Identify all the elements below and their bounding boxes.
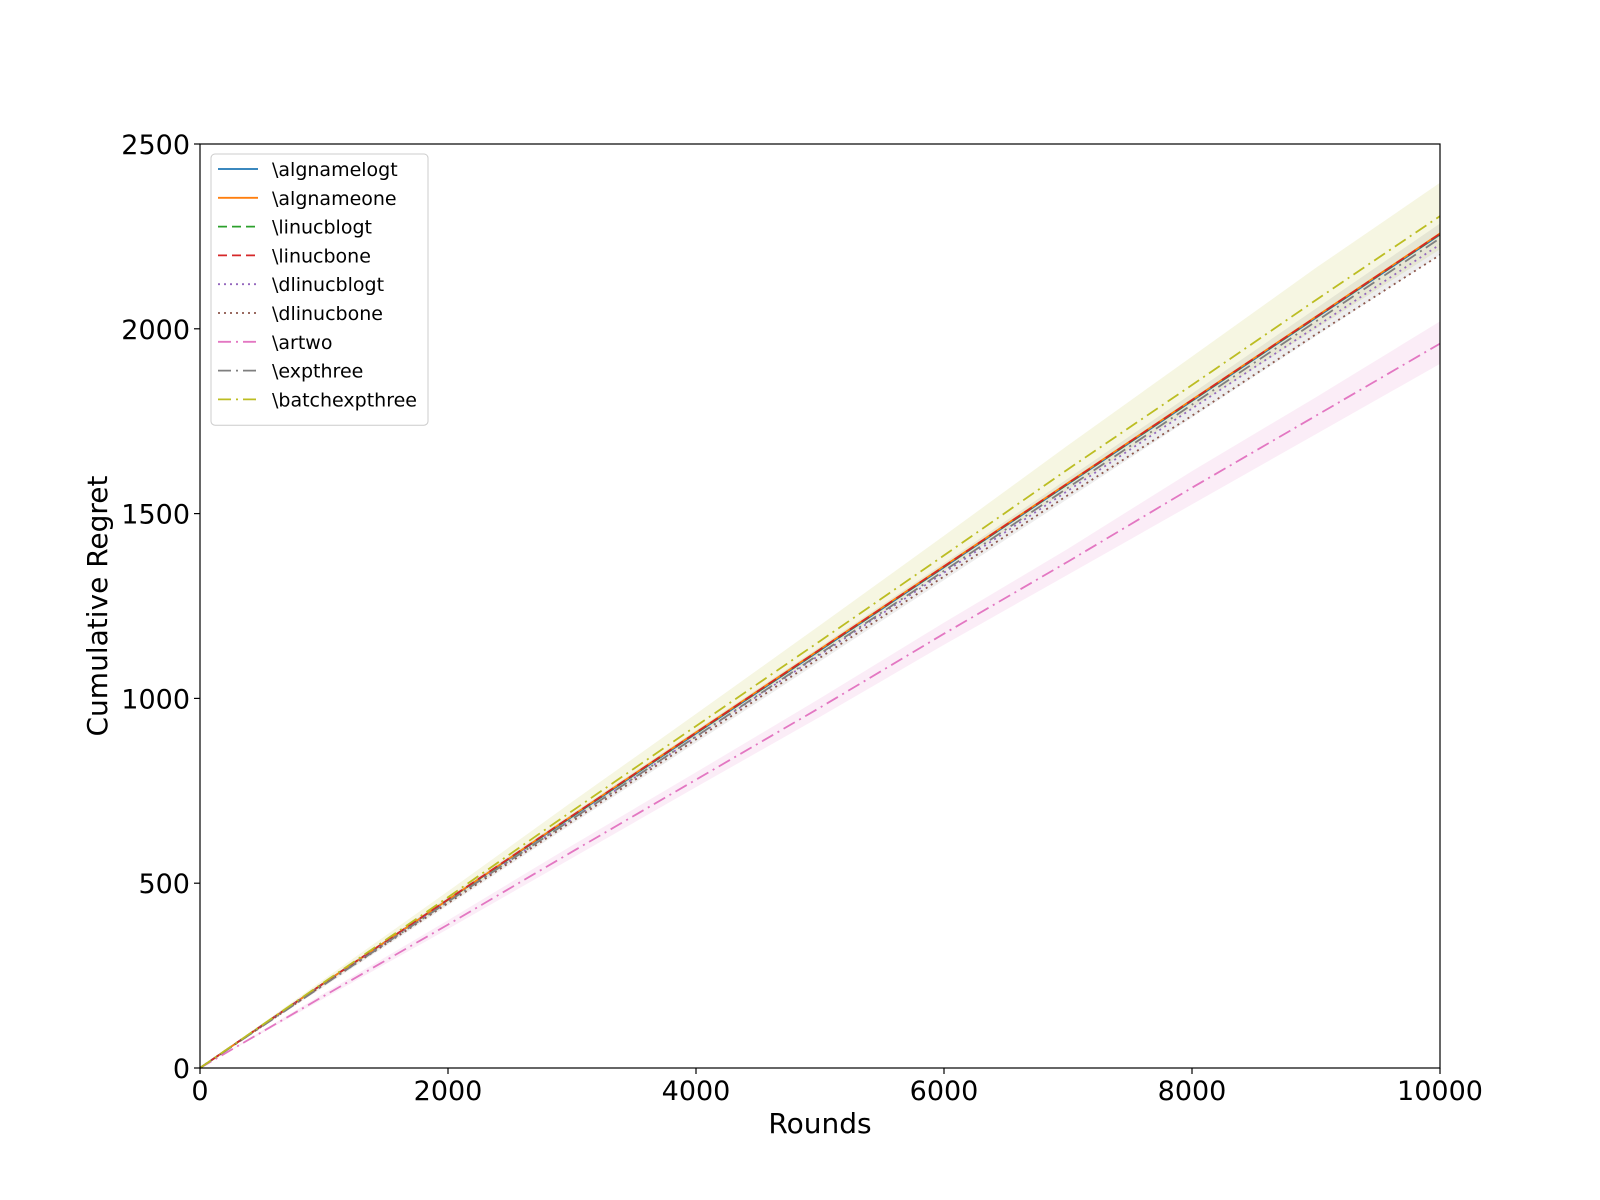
confidence-band-0 — [200, 182, 1440, 1069]
legend-label: \dlinucblogt — [272, 274, 384, 296]
y-tick-label: 2500 — [121, 130, 190, 161]
legend-label: \algnameone — [272, 188, 397, 210]
series-line-3 — [199, 233, 1441, 1069]
y-tick-label: 500 — [138, 869, 190, 900]
x-tick-label: 0 — [191, 1076, 208, 1107]
legend-label: \artwo — [272, 332, 332, 354]
x-tick-label: 4000 — [662, 1076, 731, 1107]
legend: \algnamelogt \algnameone \linucblogt \linuc… — [210, 153, 429, 426]
x-tick-label: 6000 — [910, 1076, 979, 1107]
y-axis-ticks: 0 500 1000 1500 2000 2500 — [121, 130, 200, 1085]
y-tick-label: 0 — [173, 1054, 190, 1085]
series-line-8 — [199, 215, 1441, 1069]
x-axis-label: Rounds — [768, 1107, 871, 1140]
y-tick-label: 2000 — [121, 315, 190, 346]
plot-frame — [199, 143, 1441, 1069]
y-tick-label: 1000 — [121, 684, 190, 715]
y-tick-label: 1500 — [121, 500, 190, 531]
series-line-7 — [199, 237, 1441, 1069]
series-line-5 — [199, 254, 1441, 1069]
legend-label: \algnamelogt — [272, 159, 398, 181]
y-axis-label: Cumulative Regret — [81, 475, 114, 736]
x-tick-label: 10000 — [1397, 1076, 1483, 1107]
legend-label: \linucblogt — [272, 217, 372, 239]
x-tick-label: 8000 — [1158, 1076, 1227, 1107]
legend-label: \expthree — [272, 361, 363, 383]
legend-label: \dlinucbone — [272, 303, 383, 325]
legend-box — [210, 153, 429, 426]
series-line-4 — [199, 243, 1441, 1069]
legend-label: \batchexpthree — [272, 389, 417, 411]
x-axis-ticks: 0 2000 4000 6000 8000 10000 — [191, 1068, 1483, 1107]
legend-label: \linucbone — [272, 245, 371, 267]
confidence-band-1 — [200, 321, 1440, 1068]
series-lines — [199, 215, 1441, 1069]
x-tick-label: 2000 — [414, 1076, 483, 1107]
